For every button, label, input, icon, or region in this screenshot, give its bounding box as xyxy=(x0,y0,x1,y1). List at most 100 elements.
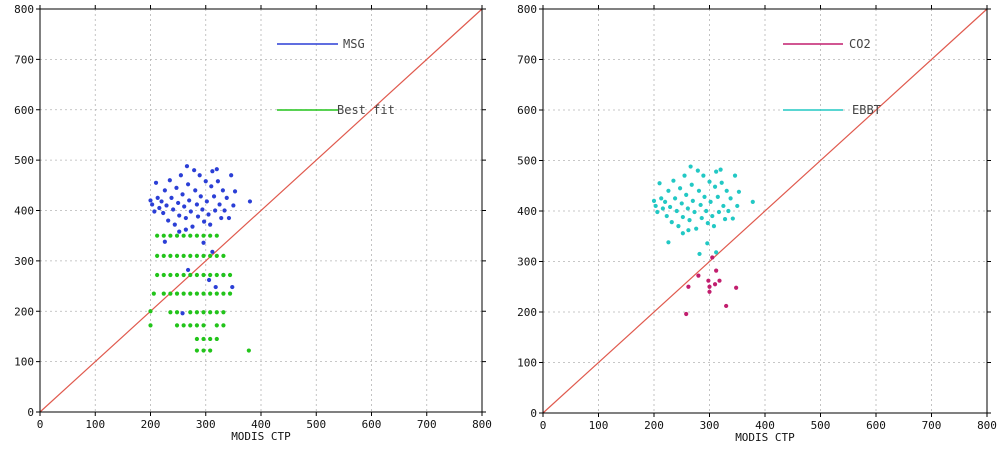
data-point xyxy=(684,192,689,197)
data-point xyxy=(653,203,658,209)
y-tick-label: 700 xyxy=(14,53,34,66)
data-point xyxy=(707,289,712,294)
data-point xyxy=(669,220,674,225)
legend-label: CO2 xyxy=(849,37,871,51)
data-point xyxy=(201,336,206,342)
data-point xyxy=(666,188,671,193)
x-axis-label: MODIS CTP xyxy=(735,431,795,444)
data-point xyxy=(221,323,226,328)
data-point xyxy=(680,231,685,236)
data-point xyxy=(161,233,166,238)
data-point xyxy=(197,173,202,178)
data-point xyxy=(168,310,173,315)
data-point xyxy=(167,178,172,183)
y-tick-label: 400 xyxy=(14,205,34,218)
y-tick-label: 200 xyxy=(14,305,34,318)
data-point xyxy=(221,253,226,258)
data-point xyxy=(188,291,193,296)
data-point xyxy=(193,188,198,193)
one-to-one-line xyxy=(542,8,988,414)
data-point xyxy=(724,303,729,309)
data-point xyxy=(188,310,193,315)
data-point xyxy=(172,222,177,227)
data-point xyxy=(704,208,709,214)
data-point xyxy=(174,185,179,190)
y-tick-label: 300 xyxy=(14,255,34,268)
y-tick-label: 100 xyxy=(517,357,537,370)
data-point xyxy=(188,253,193,258)
data-point xyxy=(688,164,693,169)
data-point xyxy=(732,173,738,178)
data-point xyxy=(210,249,215,254)
data-point xyxy=(152,209,157,214)
data-point xyxy=(214,272,219,278)
y-tick-label: 600 xyxy=(14,104,34,117)
legend-label: Best fit xyxy=(337,103,395,117)
data-point xyxy=(689,182,694,187)
data-point xyxy=(701,173,706,178)
data-point xyxy=(174,233,180,238)
y-tick-label: 700 xyxy=(517,54,537,67)
plot-frame xyxy=(39,8,483,413)
data-point xyxy=(246,348,251,353)
data-point xyxy=(210,169,215,174)
x-axis-label: MODIS CTP xyxy=(231,430,291,443)
data-point xyxy=(150,202,155,207)
data-point xyxy=(201,272,206,278)
data-point xyxy=(148,198,153,203)
data-point xyxy=(750,199,755,205)
data-point xyxy=(717,278,722,283)
data-point xyxy=(181,272,186,278)
data-point xyxy=(214,233,219,238)
data-point xyxy=(219,215,224,221)
data-point xyxy=(213,284,218,290)
data-point xyxy=(226,215,232,221)
y-tick-label: 500 xyxy=(14,154,34,167)
data-point xyxy=(161,291,166,296)
data-point xyxy=(221,291,226,296)
data-point xyxy=(162,239,167,244)
data-point xyxy=(707,179,712,184)
data-point xyxy=(706,278,711,283)
x-tick-label: 800 xyxy=(472,418,492,431)
data-point xyxy=(194,336,200,342)
data-point xyxy=(667,204,673,210)
data-point xyxy=(180,192,185,197)
data-point xyxy=(208,222,213,227)
data-point xyxy=(208,272,213,278)
data-point xyxy=(161,210,166,216)
y-tick-label: 600 xyxy=(517,104,537,117)
data-point xyxy=(697,251,702,257)
data-point xyxy=(201,291,206,296)
data-point xyxy=(211,194,217,199)
x-tick-label: 400 xyxy=(251,418,271,431)
data-point xyxy=(161,253,166,258)
legend: MSG Best fit xyxy=(277,37,395,117)
data-point xyxy=(696,273,701,278)
data-point xyxy=(157,205,162,211)
data-point xyxy=(194,253,200,258)
data-point xyxy=(714,268,719,273)
data-point xyxy=(229,173,234,178)
data-point xyxy=(155,233,160,238)
data-point xyxy=(168,272,173,278)
axis-ticks: 0 100 200 300 400 500 600 700 800 0 100 200 300 400 50… xyxy=(14,3,492,431)
data-point xyxy=(184,164,190,169)
data-point xyxy=(227,291,233,296)
data-point xyxy=(174,310,180,315)
x-tick-label: 0 xyxy=(37,418,44,431)
x-tick-label: 300 xyxy=(700,419,720,432)
data-point xyxy=(224,195,229,201)
data-point xyxy=(181,291,186,296)
data-point xyxy=(712,184,718,189)
x-tick-label: 500 xyxy=(811,419,831,432)
x-tick-label: 500 xyxy=(306,418,326,431)
data-point xyxy=(195,214,201,219)
data-point xyxy=(663,199,668,205)
data-point xyxy=(714,250,719,255)
data-point xyxy=(164,203,169,208)
data-point xyxy=(194,348,200,353)
data-point xyxy=(182,204,187,209)
data-point xyxy=(721,203,726,209)
x-tick-label: 600 xyxy=(866,419,886,432)
